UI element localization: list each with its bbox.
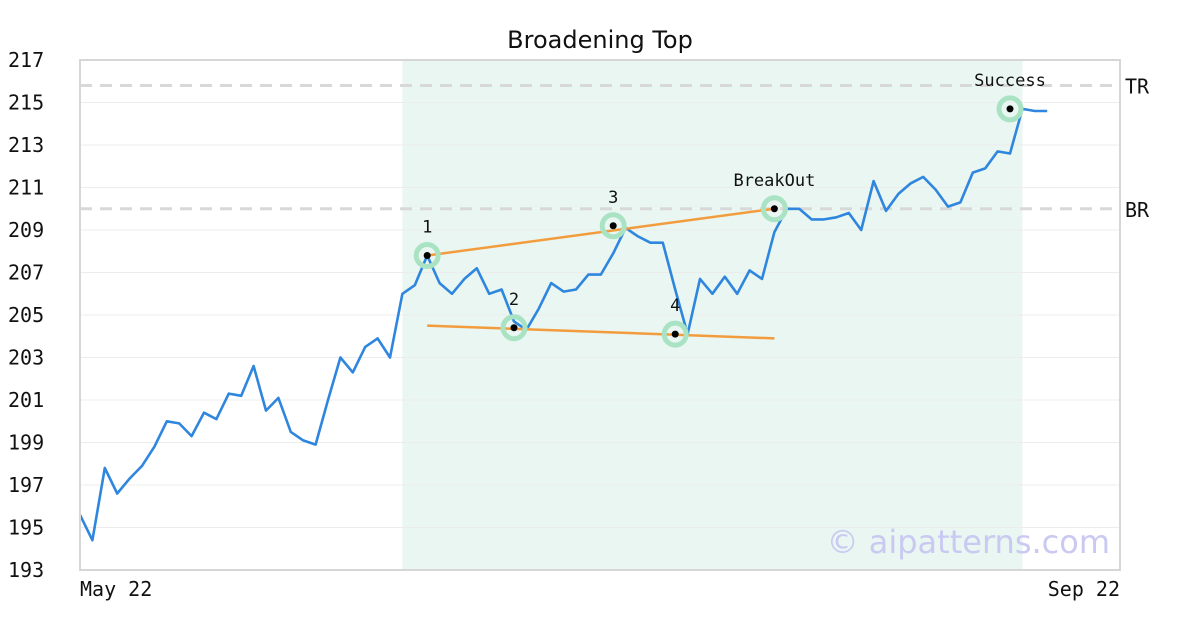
y-tick-label: 205	[8, 303, 44, 327]
y-tick-label: 203	[8, 346, 44, 370]
point-highlight-success	[996, 95, 1024, 123]
reference-label-tr: TR	[1125, 75, 1150, 99]
point-highlight-1	[413, 242, 441, 269]
point-marker-3	[609, 222, 617, 230]
plot-frame	[79, 59, 1121, 571]
annotation-3: 3	[608, 188, 618, 208]
point-marker-4	[671, 330, 679, 338]
annotation-1: 1	[422, 218, 432, 238]
point-highlight-4	[661, 320, 689, 348]
y-tick-label: 217	[8, 48, 44, 72]
price-series-line	[78, 107, 1048, 542]
y-tick-label: 199	[8, 431, 44, 455]
y-tick-label: 209	[8, 218, 44, 242]
point-marker-1	[423, 252, 431, 259]
y-tick-label: 197	[8, 473, 44, 497]
upper-trendline	[427, 207, 775, 257]
lower-trendline	[427, 324, 775, 340]
annotation-4: 4	[670, 296, 680, 316]
point-highlight-3	[599, 212, 627, 240]
point-marker-success	[1006, 105, 1014, 113]
y-tick-label: 213	[8, 133, 44, 157]
point-highlight-2	[500, 314, 528, 342]
point-marker-breakout	[770, 205, 778, 213]
y-tick-label: 215	[8, 91, 44, 115]
y-tick-label: 195	[8, 516, 44, 540]
x-tick-label: May 22	[80, 577, 152, 601]
chart-title: Broadening Top	[507, 26, 693, 54]
y-tick-label: 211	[8, 176, 44, 200]
x-tick-label: Sep 22	[1048, 577, 1120, 601]
point-highlight-breakout	[760, 195, 788, 223]
y-tick-label: 201	[8, 388, 44, 412]
annotation-2: 2	[509, 290, 519, 310]
y-tick-label: 193	[8, 558, 44, 582]
point-marker-2	[510, 324, 518, 332]
y-tick-label: 207	[8, 261, 44, 285]
annotation-success: Success	[974, 71, 1046, 91]
reference-label-br: BR	[1125, 198, 1150, 222]
watermark: © aipatterns.com	[827, 523, 1110, 561]
annotation-breakout: BreakOut	[733, 171, 815, 191]
